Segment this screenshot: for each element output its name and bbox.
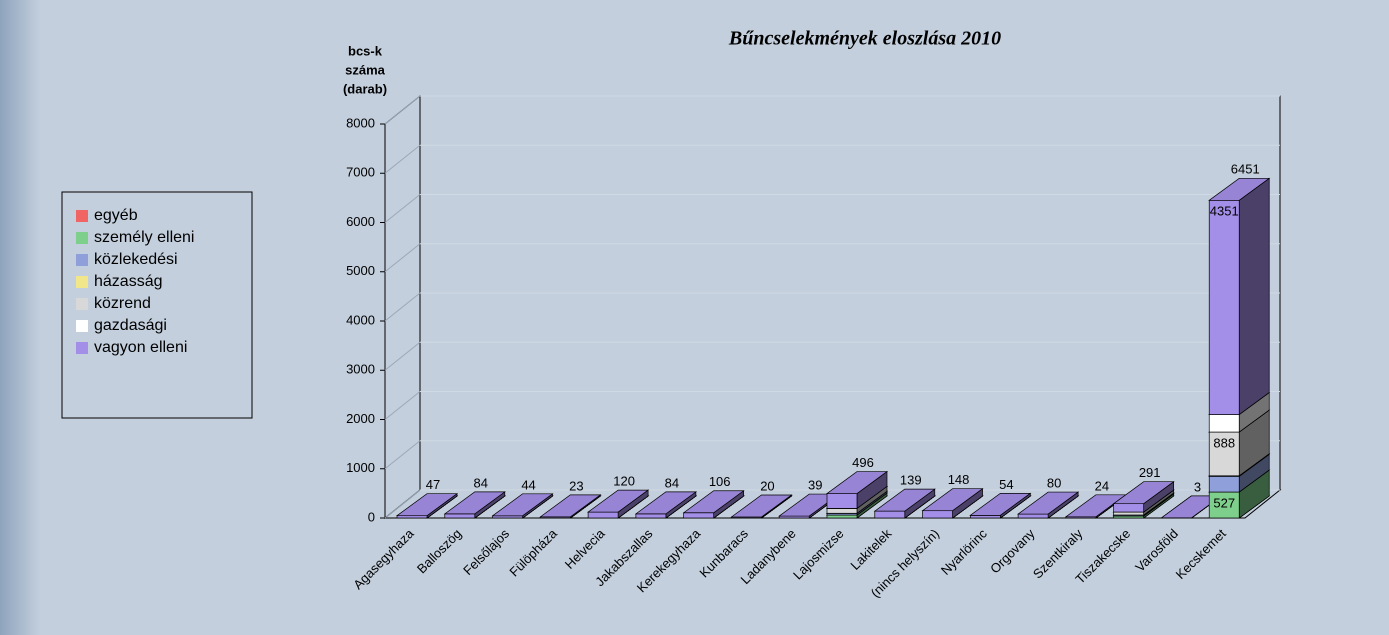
segment-label: 4351 bbox=[1210, 204, 1239, 219]
bar-segment bbox=[1113, 511, 1145, 516]
bar-segment bbox=[826, 507, 858, 514]
total-label: 39 bbox=[808, 478, 822, 493]
bar-segment bbox=[1208, 199, 1240, 415]
total-label: 120 bbox=[613, 474, 635, 489]
total-label: 80 bbox=[1047, 475, 1061, 490]
left-strip bbox=[0, 0, 40, 635]
legend-label: gazdasági bbox=[94, 317, 167, 334]
y-tick-label: 4000 bbox=[346, 312, 375, 327]
legend-swatch bbox=[76, 232, 88, 244]
total-label: 24 bbox=[1095, 478, 1109, 493]
total-label: 84 bbox=[474, 475, 488, 490]
grid-line bbox=[384, 243, 421, 273]
bar-top bbox=[634, 491, 697, 515]
bar-top bbox=[443, 491, 506, 515]
bar-top bbox=[587, 489, 650, 513]
y-tick-label: 7000 bbox=[346, 165, 375, 180]
bar-segment bbox=[1017, 513, 1049, 519]
bar-segment bbox=[826, 514, 858, 519]
bar-segment bbox=[587, 511, 619, 519]
bar-top bbox=[1208, 177, 1271, 201]
total-label: 496 bbox=[852, 455, 874, 470]
legend bbox=[61, 191, 253, 419]
legend-label: közlekedési bbox=[94, 251, 178, 268]
grid-line bbox=[384, 341, 421, 371]
total-label: 23 bbox=[569, 478, 583, 493]
total-label: 44 bbox=[521, 477, 535, 492]
segment-label: 527 bbox=[1213, 495, 1235, 510]
bar-segment bbox=[635, 513, 667, 519]
bar-side bbox=[1238, 177, 1270, 416]
total-label: 47 bbox=[426, 477, 440, 492]
total-label: 20 bbox=[760, 478, 774, 493]
bar-segment bbox=[1208, 491, 1240, 519]
grid-line bbox=[384, 391, 421, 420]
legend-label: közrend bbox=[94, 295, 151, 312]
y-tick-label: 8000 bbox=[346, 115, 375, 130]
y-tick-label: 5000 bbox=[346, 263, 375, 278]
y-axis-label: száma bbox=[345, 62, 386, 77]
bar-segment bbox=[874, 510, 906, 519]
legend-label: egyéb bbox=[94, 207, 138, 224]
legend-swatch bbox=[76, 254, 88, 266]
bar-top bbox=[825, 471, 889, 494]
bar-top bbox=[395, 493, 459, 517]
bar-segment bbox=[1208, 475, 1240, 493]
bar-segment bbox=[444, 513, 476, 519]
bar-top bbox=[1017, 491, 1080, 515]
grid-line bbox=[384, 194, 421, 223]
legend-swatch bbox=[76, 276, 88, 288]
y-tick-label: 6000 bbox=[346, 214, 375, 229]
bar-top bbox=[969, 492, 1032, 516]
y-tick-label: 1000 bbox=[346, 460, 375, 475]
total-label: 6451 bbox=[1231, 162, 1260, 177]
total-label: 84 bbox=[665, 475, 679, 490]
grid-line bbox=[384, 489, 421, 519]
grid-line bbox=[384, 95, 421, 125]
y-tick-label: 2000 bbox=[346, 411, 375, 426]
y-tick-label: 0 bbox=[368, 509, 375, 524]
bar-segment bbox=[1113, 503, 1145, 513]
total-label: 54 bbox=[999, 477, 1013, 492]
total-label: 291 bbox=[1139, 465, 1161, 480]
bar-segment bbox=[826, 493, 858, 509]
grid-line bbox=[384, 440, 421, 470]
legend-label: vagyon elleni bbox=[94, 339, 187, 356]
segment-label: 888 bbox=[1213, 435, 1235, 450]
bar-segment bbox=[922, 510, 953, 519]
bar-segment bbox=[969, 514, 1001, 519]
legend-swatch bbox=[76, 298, 88, 310]
bar-top bbox=[873, 488, 936, 512]
y-axis-label: bcs-k bbox=[348, 43, 383, 58]
total-label: 148 bbox=[948, 472, 970, 487]
bar-top bbox=[921, 488, 984, 512]
bar-top bbox=[1112, 481, 1175, 505]
legend-label: személy elleni bbox=[94, 229, 194, 246]
y-axis-label: (darab) bbox=[343, 81, 387, 96]
bar-top bbox=[730, 494, 793, 518]
legend-swatch bbox=[76, 342, 88, 354]
grid-line bbox=[384, 292, 421, 322]
bar-top bbox=[491, 493, 554, 517]
legend-swatch bbox=[76, 210, 88, 222]
grid-line bbox=[384, 144, 421, 174]
total-label: 139 bbox=[900, 473, 922, 488]
total-label: 106 bbox=[709, 474, 731, 489]
y-tick-label: 3000 bbox=[346, 362, 375, 377]
bar-segment bbox=[683, 512, 715, 519]
bar-top bbox=[682, 490, 745, 514]
chart-title: Bűncselekmények eloszlása 2010 bbox=[728, 28, 1001, 50]
bar-top bbox=[539, 494, 602, 518]
legend-swatch bbox=[76, 320, 88, 332]
bar-segment bbox=[1208, 431, 1240, 477]
bar-segment bbox=[1208, 414, 1240, 433]
legend-label: házasság bbox=[94, 273, 163, 290]
total-label: 3 bbox=[1194, 479, 1201, 494]
